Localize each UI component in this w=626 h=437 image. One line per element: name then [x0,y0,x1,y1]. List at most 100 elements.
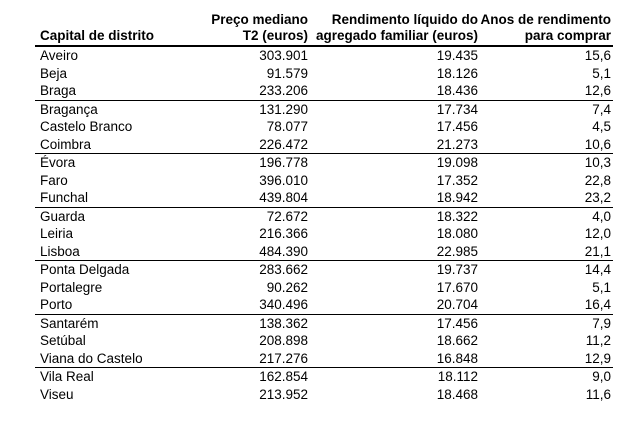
value-cell: 4,0 [592,208,611,224]
value-cell: 283.662 [259,262,308,277]
value-cell: 17.456 [436,315,478,331]
value-cell: 22.985 [310,242,480,261]
value-cell: 216.366 [259,226,308,241]
table-row: Porto 340.496 20.704 16,4 [35,296,613,315]
table-row: Leiria 216.366 18.080 12,0 [35,225,613,243]
district-name-cell: Bragança [40,101,98,117]
district-name-cell: Faro [40,172,68,188]
value-cell: 17.456 [436,119,478,134]
value-cell: 16.848 [310,349,480,368]
district-name-cell: Aveiro [40,48,79,63]
value-cell: 10,6 [480,135,613,154]
value-cell: 21,1 [480,242,613,261]
value-cell: 17.352 [436,172,478,188]
value-cell: 18.662 [436,333,478,348]
table-row: Setúbal 208.898 18.662 11,2 [35,332,613,350]
table-row: Lisboa 484.390 22.985 21,1 [35,242,613,261]
column-header-line: Capital de distrito [40,27,155,43]
value-cell: 18.126 [436,65,478,81]
district-name-cell: Setúbal [40,333,86,348]
value-cell: 9,0 [592,369,611,384]
district-name-cell: Évora [40,155,76,170]
value-cell: 131.290 [259,101,308,117]
value-cell: 196.778 [259,155,308,170]
value-cell: 18.322 [436,208,478,224]
table-row: Castelo Branco 78.077 17.456 4,5 [35,118,613,136]
value-cell: 17.670 [436,279,478,295]
table-row: Bragança 131.290 17.734 7,4 [35,100,613,118]
column-header-line: Rendimento líquido do [331,12,478,27]
value-cell: 17.734 [436,101,478,117]
table-row: Évora 196.778 19.098 10,3 [35,154,613,172]
value-cell: 18.080 [436,226,478,241]
value-cell: 72.672 [266,208,308,224]
value-cell: 16,4 [480,296,613,315]
value-cell: 19.435 [436,48,478,63]
district-name-cell: Santarém [40,315,99,331]
table-row: Santarém 138.362 17.456 7,9 [35,314,613,332]
table-header: Capital de distrito Preço mediano T2 (euro… [35,8,613,47]
column-header-anos-de-rendimento: Anos de rendimento para comprar [480,8,613,47]
column-header-line: T2 (euros) [242,27,308,43]
value-cell: 340.496 [185,296,310,315]
column-header-line: Preço mediano [211,12,308,27]
column-header-preco-mediano-t2: Preço mediano T2 (euros) [185,8,310,47]
column-header-capital-de-distrito: Capital de distrito [35,8,185,47]
value-cell: 18.436 [310,82,480,101]
table-row: Viana do Castelo 217.276 16.848 12,9 [35,349,613,368]
table-row: Portalegre 90.262 17.670 5,1 [35,279,613,297]
value-cell: 5,1 [592,65,611,81]
value-cell: 484.390 [185,242,310,261]
value-cell: 303.901 [259,48,308,63]
value-cell: 12,0 [584,226,611,241]
value-cell: 208.898 [259,333,308,348]
district-name-cell: Guarda [40,208,86,224]
value-cell: 90.262 [266,279,308,295]
district-name-cell: Ponta Delgada [40,262,130,277]
value-cell: 396.010 [259,172,308,188]
table-row: Coimbra 226.472 21.273 10,6 [35,135,613,154]
column-header-line: para comprar [524,27,611,43]
table-row: Braga 233.206 18.436 12,6 [35,82,613,101]
table-row: Beja 91.579 18.126 5,1 [35,65,613,83]
column-header-line: agregado familiar (euros) [315,27,478,43]
table-row: Ponta Delgada 283.662 19.737 14,4 [35,261,613,279]
table-row: Funchal 439.804 18.942 23,2 [35,189,613,208]
column-header-line: Anos de rendimento [480,12,611,27]
table-row: Aveiro 303.901 19.435 15,6 [35,46,613,65]
value-cell: 22,8 [584,172,611,188]
header-row: Capital de distrito Preço mediano T2 (euro… [35,8,613,47]
value-cell: 4,5 [592,119,611,134]
table-row: Vila Real 162.854 18.112 9,0 [35,368,613,386]
value-cell: 19.098 [436,155,478,170]
value-cell: 12,6 [480,82,613,101]
value-cell: 233.206 [185,82,310,101]
value-cell: 18.468 [436,386,478,402]
district-name-cell: Beja [40,65,68,81]
value-cell: 19.737 [436,262,478,277]
value-cell: 91.579 [266,65,308,81]
value-cell: 217.276 [185,349,310,368]
district-name-cell: Braga [35,82,185,101]
value-cell: 14,4 [584,262,611,277]
value-cell: 15,6 [584,48,611,63]
district-name-cell: Viana do Castelo [35,349,185,368]
value-cell: 162.854 [259,369,308,384]
district-name-cell: Funchal [35,189,185,208]
value-cell: 7,4 [592,101,611,117]
district-name-cell: Leiria [40,226,74,241]
table-row: Viseu 213.952 18.468 11,6 [35,386,613,404]
value-cell: 23,2 [480,189,613,208]
district-name-cell: Portalegre [40,279,103,295]
district-name-cell: Vila Real [40,369,94,384]
housing-affordability-table: Capital de distrito Preço mediano T2 (euro… [35,8,613,403]
district-name-cell: Castelo Branco [40,119,133,134]
value-cell: 5,1 [592,279,611,295]
value-cell: 213.952 [259,386,308,402]
value-cell: 20.704 [310,296,480,315]
district-name-cell: Lisboa [35,242,185,261]
value-cell: 226.472 [185,135,310,154]
value-cell: 138.362 [259,315,308,331]
value-cell: 12,9 [480,349,613,368]
